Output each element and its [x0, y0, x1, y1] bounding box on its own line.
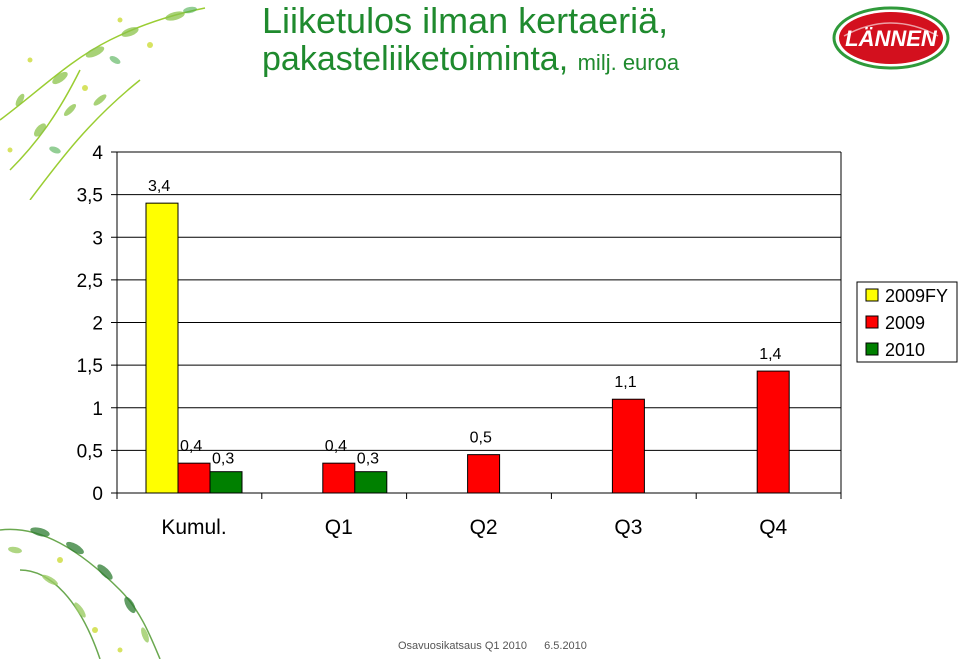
footer-date: 6.5.2010 — [544, 640, 587, 652]
bar-chart: 0 0,5 1 1,5 2 2,5 3 3,5 4 3,4 0,4 0,4 0,5 1,1 1,4 0,3 0… — [77, 143, 958, 539]
legend-swatch — [865, 342, 879, 356]
logo-text: LÄNNEN — [845, 26, 938, 51]
y-axis-tick-labels: 0 0,5 1 1,5 2 2,5 3 3,5 4 — [77, 143, 104, 505]
lannen-logo: LÄNNEN — [832, 6, 950, 70]
data-label: 1,1 — [614, 374, 636, 391]
x-tick-label: Kumul. — [161, 516, 226, 539]
legend-swatch — [865, 315, 879, 329]
bar-2009-Q4 — [756, 370, 790, 494]
x-tick-label: Q3 — [614, 516, 642, 539]
data-label: 0,3 — [212, 451, 234, 468]
y-tick-label: 3 — [92, 228, 103, 249]
legend-label: 2009FY — [885, 286, 948, 306]
y-tick-label: 3,5 — [77, 186, 103, 207]
data-labels: 3,4 0,4 0,4 0,5 1,1 1,4 0,3 0,3 — [148, 178, 782, 468]
x-tick-label: Q4 — [759, 516, 787, 539]
grid-lines — [111, 151, 842, 499]
y-tick-label: 4 — [92, 143, 103, 164]
y-tick-label: 0 — [92, 484, 103, 505]
bar-2009-Q1 — [322, 462, 356, 494]
x-axis-tick-labels: Kumul. Q1 Q2 Q3 Q4 — [161, 516, 787, 539]
leaf-decoration-bottom-left — [0, 527, 161, 659]
legend-label: 2009 — [885, 313, 925, 333]
data-label: 0,5 — [470, 430, 492, 447]
unit-label: milj. euroa — [577, 50, 680, 75]
data-label: 0,3 — [357, 451, 379, 468]
bar-2009FY-Kumul. — [145, 202, 179, 494]
data-label: 3,4 — [148, 178, 170, 195]
legend-swatch — [865, 288, 879, 302]
page-title: Liiketulos ilman kertaeriä, — [262, 0, 669, 41]
bar-2009-Kumul. — [177, 462, 211, 494]
page-subtitle: pakasteliiketoiminta, milj. euroa — [262, 40, 679, 82]
y-tick-label: 2 — [92, 314, 103, 335]
legend: 2009FY 2009 2010 — [856, 281, 958, 363]
data-label: 1,4 — [759, 346, 781, 363]
data-label: 0,4 — [325, 438, 347, 455]
bar-2009-Q2 — [467, 454, 501, 494]
y-tick-label: 1,5 — [77, 356, 103, 377]
y-tick-label: 0,5 — [77, 441, 103, 462]
subtitle-text: pakasteliiketoiminta, — [262, 40, 569, 78]
bar-marks — [145, 202, 790, 494]
y-tick-label: 2,5 — [77, 271, 103, 292]
x-tick-label: Q2 — [470, 516, 498, 539]
y-tick-label: 1 — [92, 399, 103, 420]
bar-2009-Q3 — [611, 398, 645, 494]
footer-report-name: Osavuosikatsaus Q1 2010 — [398, 640, 528, 652]
bar-2010-Kumul. — [209, 471, 243, 494]
bar-2010-Q1 — [354, 471, 388, 494]
legend-label: 2010 — [885, 340, 925, 360]
data-label: 0,4 — [180, 438, 202, 455]
leaf-decoration-top-left — [0, 6, 206, 200]
x-tick-label: Q1 — [325, 516, 353, 539]
footer: Osavuosikatsaus Q1 2010 6.5.2010 — [398, 640, 601, 652]
